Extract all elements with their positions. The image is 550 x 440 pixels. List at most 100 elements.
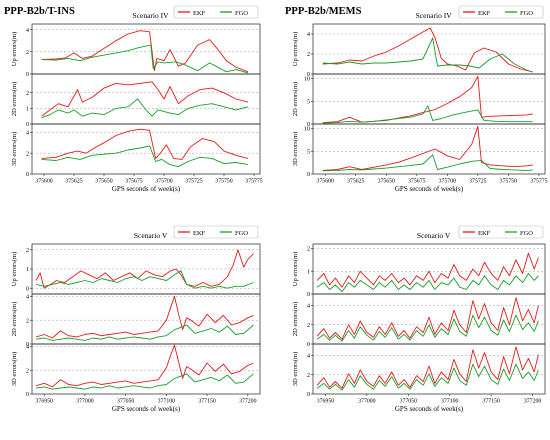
x-tick-label: 377050 xyxy=(117,399,134,405)
y-tick-label: 4 xyxy=(26,131,29,137)
scenario-label: Scenario V xyxy=(134,231,168,240)
x-tick-label: 375700 xyxy=(439,179,456,185)
y-tick-label: 1 xyxy=(26,267,29,273)
y-tick-label: 1 xyxy=(26,107,29,113)
y-tick-label: 0 xyxy=(26,122,29,128)
series-line-fgo xyxy=(322,154,533,172)
x-axis-label: GPS seconds of week(s) xyxy=(395,405,464,413)
y-tick-label: 0 xyxy=(307,292,310,298)
legend-label-ekf: EKF xyxy=(478,10,491,17)
y-axis-label: 2D errors(m) xyxy=(11,82,18,117)
y-tick-label: 2 xyxy=(26,248,29,254)
y-tick-label: 2 xyxy=(307,52,310,58)
series-line-fgo xyxy=(36,324,254,341)
y-axis-label: Up errors(m) xyxy=(11,32,18,67)
scenario-label: Scenario V xyxy=(417,231,451,240)
legend-label-fgo: FGO xyxy=(520,10,533,17)
chart-3: Scenario V EKF FGO 0 1 2 Up errors(m) 0 2 4 2D err… xyxy=(11,225,261,413)
series-line-fgo xyxy=(322,105,533,124)
y-tick-label: 10 xyxy=(304,127,310,133)
x-tick-label: 375650 xyxy=(95,179,112,185)
x-tick-label: 375625 xyxy=(65,179,82,185)
y-tick-label: 2 xyxy=(26,50,29,56)
x-tick-label: 377150 xyxy=(198,399,215,405)
x-tick-label: 375675 xyxy=(125,179,142,185)
series-line-ekf xyxy=(41,128,249,160)
x-tick-label: 377000 xyxy=(76,399,93,405)
y-tick-label: 2 xyxy=(26,368,29,374)
y-tick-label: 2 xyxy=(307,323,310,329)
x-tick-label: 375675 xyxy=(408,179,425,185)
y-tick-label: 4 xyxy=(307,304,310,310)
series-line-ekf xyxy=(35,249,254,289)
series-line-fgo xyxy=(322,37,533,73)
x-tick-label: 375700 xyxy=(155,179,172,185)
y-axis-label: Up errors(m) xyxy=(292,32,299,67)
x-tick-label: 377100 xyxy=(158,399,175,405)
panel-frame xyxy=(312,343,546,395)
y-tick-label: 4 xyxy=(307,32,310,38)
panel-1: 0 1 2 Up errors(m) xyxy=(292,243,546,298)
panel-2: 0 2 4 2D errors(m) xyxy=(11,293,261,348)
panel-frame xyxy=(312,243,546,295)
y-tick-label: 2 xyxy=(307,373,310,379)
y-axis-label: 3D errors(m) xyxy=(292,352,299,387)
scenario-label: Scenario IV xyxy=(416,11,453,20)
panel-frame xyxy=(31,343,261,395)
x-tick-label: 375725 xyxy=(469,179,486,185)
legend-box xyxy=(458,5,544,19)
series-line-fgo xyxy=(316,273,539,293)
y-tick-label: 0 xyxy=(26,342,29,348)
series-line-fgo xyxy=(316,363,539,391)
x-tick-label: 377000 xyxy=(358,399,375,405)
panel-frame xyxy=(312,73,546,125)
y-axis-label: 3D errors(m) xyxy=(11,132,18,167)
x-tick-label: 375750 xyxy=(215,179,232,185)
x-tick-label: 377200 xyxy=(239,399,256,405)
series-line-fgo xyxy=(41,44,249,74)
y-axis-label: 2D errors(m) xyxy=(292,82,299,117)
legend-label-ekf: EKF xyxy=(193,230,206,237)
y-axis-label: 3D errors(m) xyxy=(292,132,299,167)
panel-frame xyxy=(312,23,546,75)
series-line-ekf xyxy=(322,75,533,124)
y-tick-label: 2 xyxy=(26,151,29,157)
legend-label-fgo: FGO xyxy=(520,230,533,237)
panel-frame xyxy=(31,73,261,125)
series-line-ekf xyxy=(35,344,254,388)
x-tick-label: 377100 xyxy=(441,399,458,405)
y-tick-label: 2 xyxy=(26,91,29,97)
y-tick-label: 4 xyxy=(26,345,29,351)
series-line-ekf xyxy=(41,30,249,73)
y-axis-label: Up errors(m) xyxy=(292,252,299,287)
panel-2: 0 5 10 2D errors(m) xyxy=(292,73,546,128)
y-tick-label: 2 xyxy=(307,247,310,253)
panel-3: 0 2 4 3D errors(m) xyxy=(11,123,261,178)
x-tick-label: 376950 xyxy=(36,399,53,405)
series-line-ekf xyxy=(316,346,539,389)
legend-box xyxy=(173,225,259,239)
title-left: PPP-B2b/T-INS xyxy=(4,6,75,17)
x-tick-label: 375600 xyxy=(35,179,52,185)
x-tick-label: 376950 xyxy=(317,399,334,405)
series-line-ekf xyxy=(316,252,539,288)
series-line-ekf xyxy=(322,125,533,171)
panel-2: 0 1 2 2D errors(m) xyxy=(11,73,261,128)
series-line-fgo xyxy=(41,98,249,119)
x-tick-label: 375750 xyxy=(500,179,517,185)
legend-label-fgo: FGO xyxy=(235,10,248,17)
panel-3: 0 2 4 3D errors(m) xyxy=(11,343,261,398)
series-line-ekf xyxy=(322,27,533,73)
panel-3: 0 5 10 3D errors(m) xyxy=(292,123,546,178)
y-axis-label: 3D errors(m) xyxy=(11,352,18,387)
series-line-ekf xyxy=(41,81,249,117)
x-tick-label: 377200 xyxy=(524,399,541,405)
x-tick-label: 375775 xyxy=(245,179,262,185)
y-tick-label: 4 xyxy=(26,28,29,34)
y-tick-label: 10 xyxy=(304,77,310,83)
x-tick-label: 377150 xyxy=(482,399,499,405)
legend-label-fgo: FGO xyxy=(235,230,248,237)
y-tick-label: 4 xyxy=(307,354,310,360)
x-tick-label: 375775 xyxy=(530,179,547,185)
x-axis-label: GPS seconds of week(s) xyxy=(395,185,464,193)
